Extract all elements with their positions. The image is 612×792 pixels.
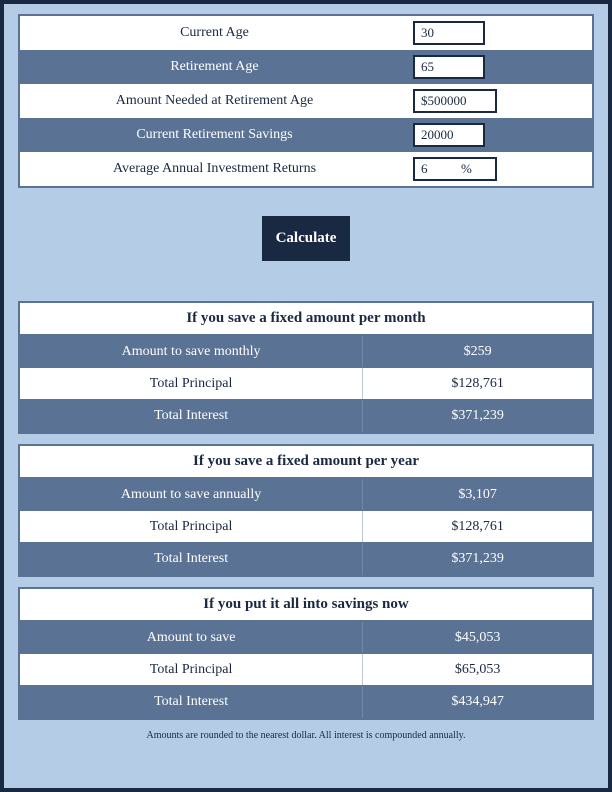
input-label: Current Age	[20, 16, 409, 50]
result-value: $128,761	[363, 511, 592, 542]
result-value: $434,947	[363, 686, 592, 718]
percent-input-wrap: %	[413, 157, 497, 181]
result-value: $3,107	[363, 479, 592, 510]
result-label: Amount to save annually	[20, 479, 363, 510]
input-cell: %	[409, 152, 592, 186]
result-label: Total Principal	[20, 511, 363, 542]
input-row-returns: Average Annual Investment Returns%	[20, 152, 592, 186]
result-block: If you put it all into savings nowAmount…	[18, 587, 594, 720]
input-field[interactable]	[413, 21, 485, 45]
percent-suffix: %	[461, 161, 472, 177]
result-value: $65,053	[363, 654, 592, 685]
input-cell	[409, 50, 592, 84]
result-value: $259	[363, 336, 592, 367]
result-row: Amount to save monthly$259	[20, 336, 592, 368]
result-value: $45,053	[363, 622, 592, 653]
calculate-button[interactable]: Calculate	[262, 216, 351, 261]
returns-input[interactable]	[421, 161, 461, 177]
input-label: Average Annual Investment Returns	[20, 152, 409, 186]
input-label: Current Retirement Savings	[20, 118, 409, 152]
result-row: Total Principal$128,761	[20, 368, 592, 400]
input-cell	[409, 118, 592, 152]
result-label: Total Interest	[20, 400, 363, 432]
results-container: If you save a fixed amount per monthAmou…	[18, 301, 594, 720]
input-table: Current AgeRetirement AgeAmount Needed a…	[18, 14, 594, 188]
footnote-text: Amounts are rounded to the nearest dolla…	[18, 730, 594, 741]
result-row: Total Principal$65,053	[20, 654, 592, 686]
result-row: Total Interest$434,947	[20, 686, 592, 718]
result-label: Amount to save monthly	[20, 336, 363, 367]
result-row: Total Interest$371,239	[20, 400, 592, 432]
result-block: If you save a fixed amount per monthAmou…	[18, 301, 594, 434]
result-title: If you put it all into savings now	[20, 589, 592, 622]
result-row: Total Principal$128,761	[20, 511, 592, 543]
input-label: Retirement Age	[20, 50, 409, 84]
result-value: $371,239	[363, 400, 592, 432]
input-row: Current Age	[20, 16, 592, 50]
result-label: Total Principal	[20, 654, 363, 685]
result-title: If you save a fixed amount per year	[20, 446, 592, 479]
result-title: If you save a fixed amount per month	[20, 303, 592, 336]
result-label: Amount to save	[20, 622, 363, 653]
result-row: Amount to save$45,053	[20, 622, 592, 654]
result-label: Total Interest	[20, 686, 363, 718]
input-field[interactable]	[413, 89, 497, 113]
input-field[interactable]	[413, 123, 485, 147]
result-label: Total Interest	[20, 543, 363, 575]
input-row: Current Retirement Savings	[20, 118, 592, 152]
calculate-wrap: Calculate	[18, 216, 594, 261]
result-value: $128,761	[363, 368, 592, 399]
result-value: $371,239	[363, 543, 592, 575]
result-block: If you save a fixed amount per yearAmoun…	[18, 444, 594, 577]
input-label: Amount Needed at Retirement Age	[20, 84, 409, 118]
input-field[interactable]	[413, 55, 485, 79]
input-row: Retirement Age	[20, 50, 592, 84]
input-row: Amount Needed at Retirement Age	[20, 84, 592, 118]
result-label: Total Principal	[20, 368, 363, 399]
result-row: Amount to save annually$3,107	[20, 479, 592, 511]
input-cell	[409, 84, 592, 118]
input-cell	[409, 16, 592, 50]
result-row: Total Interest$371,239	[20, 543, 592, 575]
